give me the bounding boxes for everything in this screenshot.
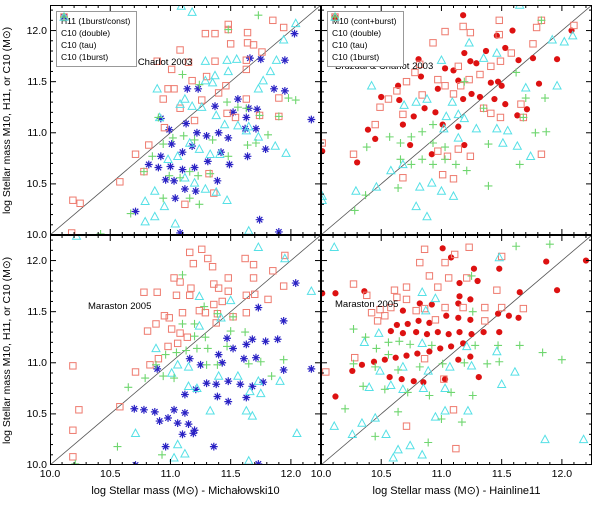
legend-entry: C10 (1burst) (60, 13, 130, 63)
x-tick-label: 10.5 (100, 468, 121, 480)
x-tick-label: 11.5 (491, 468, 512, 480)
x-tick-label: 12.0 (280, 468, 302, 480)
legend-marker-plus-icon (60, 13, 68, 21)
y-tick-label: 10.0 (26, 459, 47, 471)
legend-label: C10 (1burst) (332, 52, 380, 62)
legend-label: H11 (1burst/const) (61, 16, 131, 26)
x-tick-label: 11.5 (220, 468, 241, 480)
legend-top-left: H11 (1burst/const) C10 (double) C10 (tau) C… (56, 11, 138, 67)
x-tick-label: 11.0 (160, 468, 181, 480)
y-tick-label: 12.0 (26, 254, 47, 267)
panel-m05-hainline: Maraston 2005 (321, 235, 592, 465)
model-label-bc03-left: Bruzual & Charlot 2003 (94, 57, 193, 68)
y-tick-label: 10.0 (26, 229, 47, 241)
x-tick-label: 10.0 (310, 468, 332, 480)
scatter-plot-top-left (50, 5, 321, 235)
legend-top-right: M10 (cont+burst) C10 (double) C10 (tau) C10… (327, 11, 404, 67)
y-tick-label: 10.5 (26, 177, 47, 190)
y-tick-label: 10.5 (26, 407, 47, 420)
legend-entry: C10 (tau) (330, 12, 397, 51)
legend-marker-plus-icon (331, 13, 339, 21)
panel-m05-michalowski: Maraston 2005 (50, 235, 321, 465)
legend-label: C10 (double) (332, 28, 382, 38)
y-tick-label: 11.5 (27, 75, 47, 88)
legend-entry: C10 (1burst) (331, 13, 397, 63)
y-tick-label: 11.0 (27, 356, 47, 369)
x-tick-label: 10.5 (371, 468, 392, 480)
panel-bc03-hainline: Bruzual & Charlot 2003 M10 (cont+burst)C… (321, 5, 592, 235)
panel-bc03-michalowski: Bruzual & Charlot 2003 H11 (1burst/const… (50, 5, 321, 235)
scatter-plot-bottom-right (321, 235, 592, 465)
legend-entry: C10 (tau) (59, 12, 130, 51)
legend-entry: C10 (double) (331, 13, 397, 39)
x-tick-label: 10.0 (39, 468, 61, 480)
legend-label: C10 (1burst) (61, 52, 109, 62)
x-axis-title-hainline: log Stellar mass (M⊙) - Hainline11 (372, 485, 541, 497)
y-axis-title-top: log Stellar mass M10, H11, or C10 (M⊙) (1, 26, 13, 214)
legend-label: C10 (double) (61, 28, 111, 38)
legend-entry: C10 (double) (60, 13, 130, 39)
x-tick-label: 11.0 (431, 468, 452, 480)
model-label-m05-left: Maraston 2005 (88, 301, 152, 312)
y-tick-label: 12.0 (26, 24, 47, 37)
y-axis-title-bottom: log Stellar mass M10, H11, or C10 (M⊙) (1, 256, 13, 444)
legend-label: C10 (tau) (61, 40, 97, 50)
legend-label: C10 (tau) (332, 40, 368, 50)
legend-label: M10 (cont+burst) (332, 16, 397, 26)
y-tick-label: 11.5 (27, 305, 47, 318)
x-axis-title-michalowski: log Stellar mass (M⊙) - Michałowski10 (91, 485, 280, 497)
y-tick-label: 11.0 (27, 126, 47, 139)
model-label-m05-right: Maraston 2005 (335, 299, 399, 310)
x-tick-label: 12.0 (551, 468, 573, 480)
scatter-plot-bottom-left (50, 235, 321, 465)
legend-entry: H11 (1burst/const) (60, 13, 131, 27)
